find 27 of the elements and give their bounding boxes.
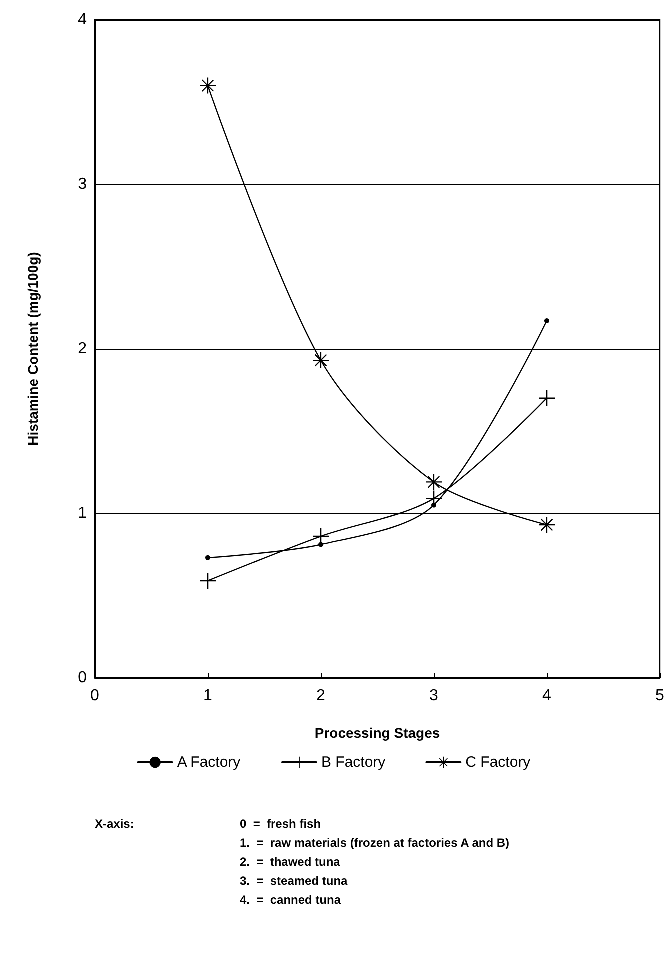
y-tick-label: 2 [78,340,88,358]
x-tick-label: 2 [316,688,326,704]
text: X-axis: [95,817,134,831]
text: 0 = fresh fish [240,817,322,831]
x-tick-label: 4 [542,688,552,704]
text: 4. = canned tuna [240,893,342,907]
legend-label: A Factory [177,754,242,771]
y-tick-label: 1 [78,505,88,522]
x-tick-label: 0 [90,688,100,704]
y-tick-label: 0 [78,670,88,686]
point [544,318,550,324]
text: 3. = steamed tuna [240,874,348,888]
text: 2. = thawed tuna [240,855,341,869]
x-tick-label: 3 [430,688,439,704]
point [200,78,216,94]
y-tick-label: 4 [78,12,88,28]
y-tick-label: 3 [78,176,88,193]
x-tick-label: 1 [204,688,213,704]
text: 1. = raw materials (frozen at factories A and B) [240,836,510,850]
x-axis-title: Processing Stages [314,725,440,741]
point [539,390,555,406]
legend-label: B Factory [321,754,386,771]
point [426,474,442,490]
legend-label: C Factory [466,754,532,771]
y-axis-title: Histamine Content (mg/100g) [25,252,41,446]
x-tick-label: 5 [656,688,665,704]
point [206,555,210,560]
